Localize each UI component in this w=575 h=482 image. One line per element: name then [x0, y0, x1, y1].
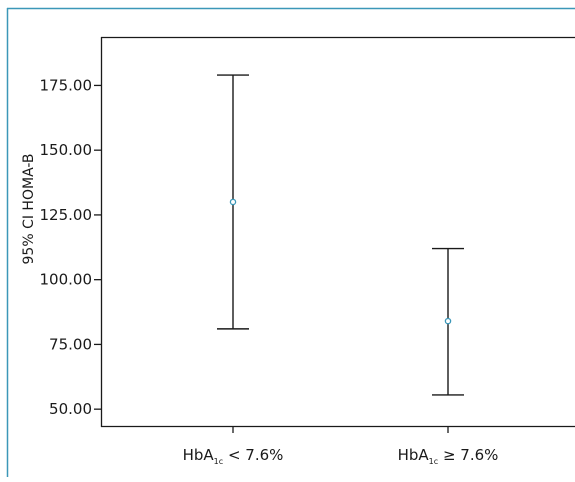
x-tick-label-rest: < 7.6%: [223, 446, 283, 464]
y-tick-label: 100.00: [40, 271, 93, 289]
y-tick-label: 75.00: [49, 335, 92, 353]
y-tick-label: 125.00: [40, 206, 93, 224]
x-tick-label: HbA1c ≥ 7.6%: [398, 446, 499, 466]
error-bars: [217, 74, 464, 396]
mean-point: [444, 317, 452, 325]
y-tick-label: 150.00: [40, 141, 93, 159]
y-tick-label: 175.00: [40, 76, 93, 94]
x-tick-label: HbA1c < 7.6%: [183, 446, 284, 466]
x-tick-label-subscript: 1c: [429, 457, 439, 466]
x-tick-label-rest: ≥ 7.6%: [438, 446, 498, 464]
mean-point: [229, 198, 237, 206]
x-tick-label-base: HbA: [183, 446, 215, 464]
x-axis-ticks: HbA1c < 7.6% HbA1c ≥ 7.6%: [183, 426, 499, 466]
x-tick-label-subscript: 1c: [214, 457, 224, 466]
y-axis-label: 95% CI HOMA-B: [21, 154, 37, 265]
x-tick-label-base: HbA: [398, 446, 430, 464]
y-tick-label: 50.00: [49, 400, 92, 418]
y-axis-ticks: 50.00 75.00 100.00 125.00 150.00 175.00: [40, 76, 101, 418]
